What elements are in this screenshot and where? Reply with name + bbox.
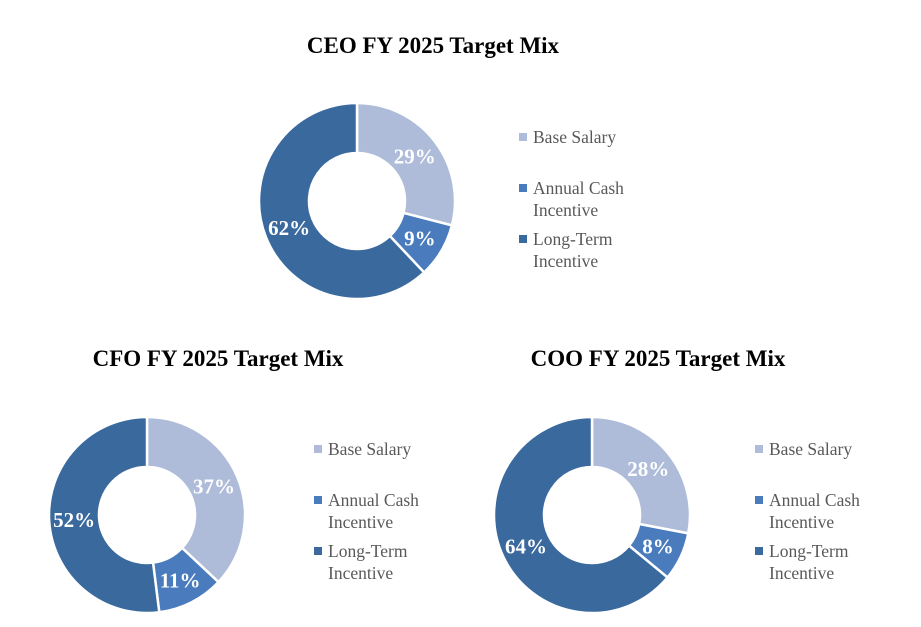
legend-marker-base-salary	[314, 445, 322, 453]
legend-marker-long-term-incentive	[755, 547, 763, 555]
donut-slice-base-salary	[145, 415, 247, 584]
legend-label: Base Salary	[533, 127, 617, 147]
donut-slice-long-term-incentive	[492, 415, 669, 615]
legend-label: Base Salary	[328, 439, 412, 459]
legend-item-base-salary: Base Salary	[314, 438, 446, 489]
legend-label: Long-Term Incentive	[328, 541, 408, 583]
legend-ceo: Base Salary Annual Cash Incentive Long-T…	[519, 126, 651, 279]
legend-marker-annual-cash-incentive	[519, 184, 527, 192]
legend-marker-base-salary	[755, 445, 763, 453]
chart-title-coo: COO FY 2025 Target Mix	[530, 346, 786, 371]
data-label-29-pct: 29%	[394, 145, 436, 169]
chart-title-ceo: CEO FY 2025 Target Mix	[306, 33, 560, 58]
legend-label: Annual Cash Incentive	[328, 490, 419, 532]
legend-cfo: Base Salary Annual Cash Incentive Long-T…	[314, 438, 446, 591]
donut-chart-coo: 28% 8% 64%	[492, 415, 692, 615]
legend-item-base-salary: Base Salary	[519, 126, 651, 177]
donut-slice-long-term-incentive	[257, 101, 426, 301]
legend-label: Base Salary	[769, 439, 853, 459]
legend-marker-long-term-incentive	[519, 235, 527, 243]
legend-coo: Base Salary Annual Cash Incentive Long-T…	[755, 438, 887, 591]
legend-label: Long-Term Incentive	[533, 229, 613, 271]
legend-label: Annual Cash Incentive	[769, 490, 860, 532]
legend-item-base-salary: Base Salary	[755, 438, 887, 489]
data-label-64-pct: 64%	[505, 534, 547, 558]
data-label-11-pct: 11%	[160, 568, 201, 592]
legend-item-annual-cash-incentive: Annual Cash Incentive	[519, 177, 651, 228]
legend-marker-base-salary	[519, 133, 527, 141]
data-label-9-pct: 9%	[404, 227, 436, 251]
donut-slice-base-salary	[590, 415, 692, 535]
legend-marker-annual-cash-incentive	[755, 496, 763, 504]
legend-item-long-term-incentive: Long-Term Incentive	[755, 540, 887, 591]
data-label-8-pct: 8%	[642, 534, 674, 558]
legend-item-annual-cash-incentive: Annual Cash Incentive	[314, 489, 446, 540]
donut-slice-long-term-incentive	[47, 415, 161, 615]
legend-marker-long-term-incentive	[314, 547, 322, 555]
legend-item-annual-cash-incentive: Annual Cash Incentive	[755, 489, 887, 540]
data-label-28-pct: 28%	[627, 457, 669, 481]
data-label-52-pct: 52%	[53, 508, 95, 532]
donut-chart-cfo: 37% 11% 52%	[47, 415, 247, 615]
chart-title-cfo: CFO FY 2025 Target Mix	[92, 346, 344, 371]
legend-label: Annual Cash Incentive	[533, 178, 624, 220]
legend-item-long-term-incentive: Long-Term Incentive	[519, 228, 651, 279]
donut-slice-base-salary	[355, 101, 457, 227]
donut-chart-ceo: 29% 9% 62%	[257, 101, 457, 301]
legend-label: Long-Term Incentive	[769, 541, 849, 583]
data-label-62-pct: 62%	[268, 216, 310, 240]
legend-item-long-term-incentive: Long-Term Incentive	[314, 540, 446, 591]
data-label-37-pct: 37%	[193, 474, 235, 498]
legend-marker-annual-cash-incentive	[314, 496, 322, 504]
